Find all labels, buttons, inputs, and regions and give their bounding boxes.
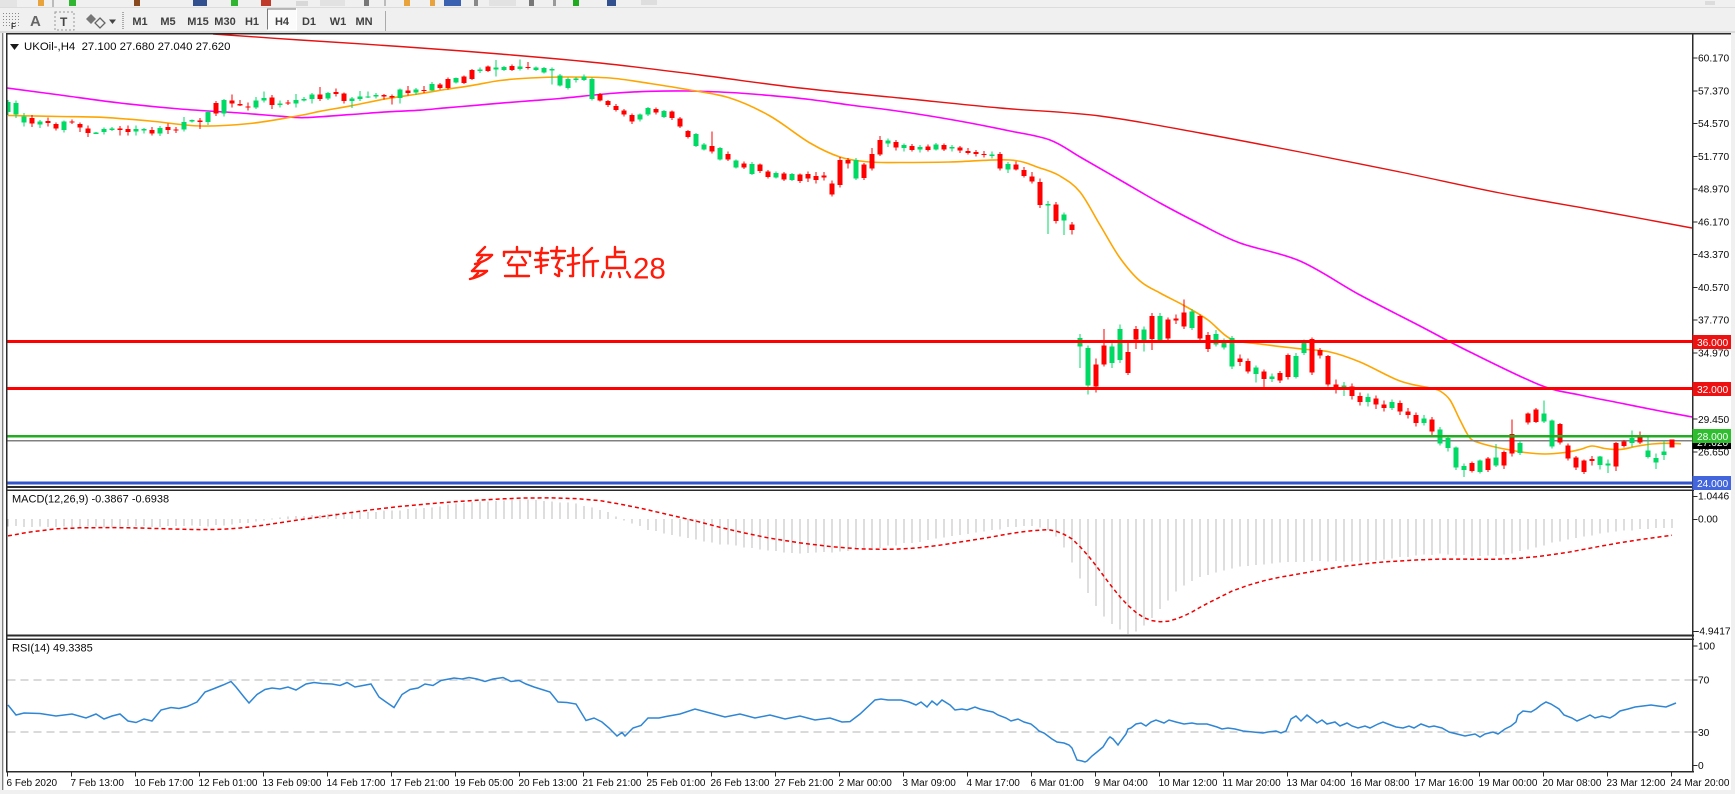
- svg-text:0: 0: [1698, 761, 1704, 772]
- svg-text:F: F: [11, 22, 16, 31]
- svg-text:M1: M1: [132, 16, 147, 28]
- svg-text:37.770: 37.770: [1698, 316, 1729, 327]
- svg-text:28.000: 28.000: [1697, 432, 1728, 443]
- svg-text:21 Feb 21:00: 21 Feb 21:00: [583, 778, 642, 789]
- svg-text:48.970: 48.970: [1698, 185, 1729, 196]
- svg-text:24 Mar 20:00: 24 Mar 20:00: [1671, 778, 1730, 789]
- svg-text:40.570: 40.570: [1698, 283, 1729, 294]
- svg-text:25 Feb 01:00: 25 Feb 01:00: [647, 778, 706, 789]
- svg-text:17 Feb 21:00: 17 Feb 21:00: [391, 778, 450, 789]
- svg-text:36.000: 36.000: [1697, 338, 1728, 349]
- svg-text:13 Mar 04:00: 13 Mar 04:00: [1287, 778, 1346, 789]
- svg-text:30: 30: [1698, 728, 1710, 739]
- svg-text:6 Feb 2020: 6 Feb 2020: [7, 778, 58, 789]
- svg-text:20 Mar 08:00: 20 Mar 08:00: [1543, 778, 1602, 789]
- svg-text:RSI(14) 49.3385: RSI(14) 49.3385: [12, 643, 93, 655]
- svg-text:H1: H1: [245, 16, 259, 28]
- svg-text:4 Mar 17:00: 4 Mar 17:00: [967, 778, 1021, 789]
- svg-text:M30: M30: [214, 16, 235, 28]
- svg-text:34.970: 34.970: [1698, 348, 1729, 359]
- svg-text:32.000: 32.000: [1697, 385, 1728, 396]
- svg-text:M15: M15: [187, 16, 208, 28]
- svg-text:MACD(12,26,9) -0.3867 -0.6938: MACD(12,26,9) -0.3867 -0.6938: [12, 494, 169, 506]
- svg-text:12 Feb 01:00: 12 Feb 01:00: [199, 778, 258, 789]
- svg-text:MN: MN: [355, 16, 372, 28]
- svg-text:19 Mar 00:00: 19 Mar 00:00: [1479, 778, 1538, 789]
- svg-text:17 Mar 16:00: 17 Mar 16:00: [1415, 778, 1474, 789]
- svg-text:60.170: 60.170: [1698, 54, 1729, 65]
- svg-text:M5: M5: [160, 16, 175, 28]
- svg-text:7 Feb 13:00: 7 Feb 13:00: [71, 778, 125, 789]
- svg-text:57.370: 57.370: [1698, 86, 1729, 97]
- svg-text:26.650: 26.650: [1698, 448, 1729, 459]
- svg-text:D1: D1: [302, 16, 316, 28]
- svg-text:54.570: 54.570: [1698, 119, 1729, 130]
- svg-text:2 Mar 00:00: 2 Mar 00:00: [839, 778, 893, 789]
- svg-text:23 Mar 12:00: 23 Mar 12:00: [1607, 778, 1666, 789]
- svg-text:24.000: 24.000: [1697, 479, 1728, 490]
- svg-text:9 Mar 04:00: 9 Mar 04:00: [1095, 778, 1149, 789]
- svg-text:W1: W1: [330, 16, 347, 28]
- svg-text:70: 70: [1698, 675, 1710, 686]
- svg-text:16 Mar 08:00: 16 Mar 08:00: [1351, 778, 1410, 789]
- svg-text:29.450: 29.450: [1698, 415, 1729, 426]
- svg-text:20 Feb 13:00: 20 Feb 13:00: [519, 778, 578, 789]
- svg-text:1.0446: 1.0446: [1698, 492, 1729, 503]
- svg-text:H4: H4: [275, 16, 290, 28]
- svg-text:A: A: [30, 13, 41, 30]
- svg-text:51.770: 51.770: [1698, 152, 1729, 163]
- svg-text:27 Feb 21:00: 27 Feb 21:00: [775, 778, 834, 789]
- svg-text:26 Feb 13:00: 26 Feb 13:00: [711, 778, 770, 789]
- svg-text:100: 100: [1698, 642, 1715, 653]
- svg-text:27.620: 27.620: [1697, 438, 1728, 449]
- svg-text:UKOil-,H4 27.100 27.680 27.04: UKOil-,H4 27.100 27.680 27.040 27.620: [24, 41, 230, 53]
- svg-text:3 Mar 09:00: 3 Mar 09:00: [903, 778, 957, 789]
- svg-text:13 Feb 09:00: 13 Feb 09:00: [263, 778, 322, 789]
- svg-text:-4.9417: -4.9417: [1696, 627, 1731, 638]
- svg-text:10 Mar 12:00: 10 Mar 12:00: [1159, 778, 1218, 789]
- svg-text:10 Feb 17:00: 10 Feb 17:00: [135, 778, 194, 789]
- svg-text:46.170: 46.170: [1698, 217, 1729, 228]
- svg-text:11 Mar 20:00: 11 Mar 20:00: [1223, 778, 1282, 789]
- svg-text:19 Feb 05:00: 19 Feb 05:00: [455, 778, 514, 789]
- svg-text:43.370: 43.370: [1698, 250, 1729, 261]
- svg-text:T: T: [60, 15, 68, 29]
- svg-text:14 Feb 17:00: 14 Feb 17:00: [327, 778, 386, 789]
- svg-text:0.00: 0.00: [1698, 515, 1718, 526]
- svg-text:28: 28: [633, 253, 666, 286]
- svg-text:6 Mar 01:00: 6 Mar 01:00: [1031, 778, 1085, 789]
